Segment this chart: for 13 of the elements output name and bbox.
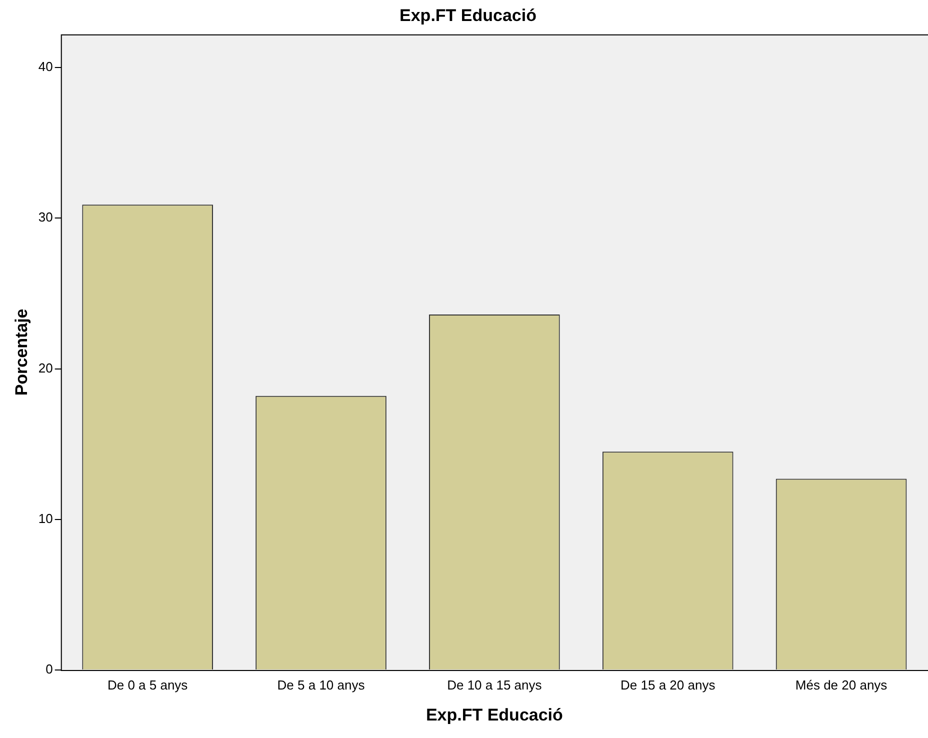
y-tick-label: 40: [38, 59, 53, 74]
y-tick-label: 0: [46, 662, 53, 677]
x-axis-title: Exp.FT Educació: [426, 705, 563, 724]
y-axis-title: Porcentaje: [12, 308, 31, 396]
x-tick-label: De 0 a 5 anys: [107, 677, 188, 692]
x-tick-label: De 15 a 20 anys: [620, 677, 716, 692]
y-tick-label: 30: [38, 210, 53, 225]
x-tick-label: Més de 20 anys: [795, 677, 888, 692]
x-tick-label: De 5 a 10 anys: [277, 677, 366, 692]
chart-title: Exp.FT Educació: [400, 6, 536, 25]
x-tick-label: De 10 a 15 anys: [447, 677, 542, 692]
y-tick-label: 10: [38, 510, 53, 526]
y-tick-label: 20: [38, 360, 53, 376]
